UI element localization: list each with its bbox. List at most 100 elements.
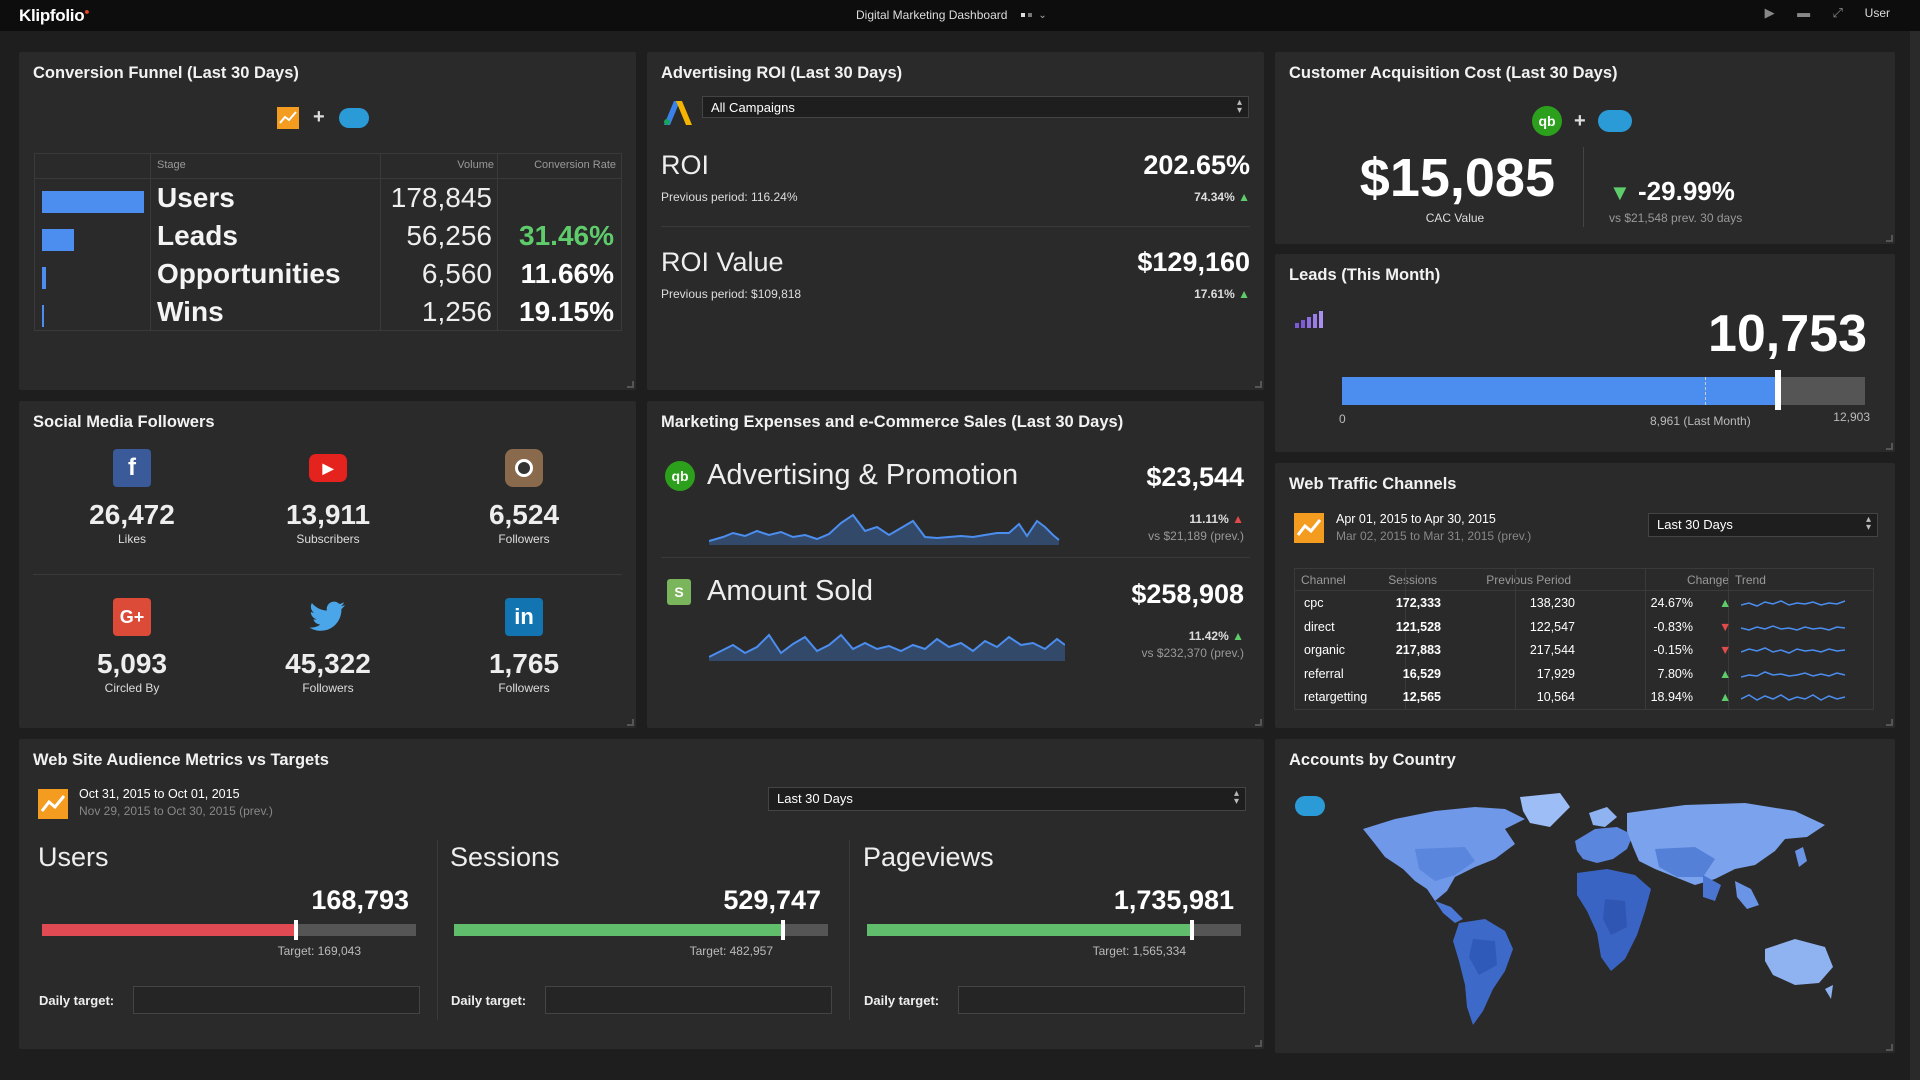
funnel-volume: 1,256: [421, 296, 492, 327]
traffic-trend-sparkline: [1741, 600, 1846, 607]
traffic-sessions: 217,883: [1395, 643, 1441, 657]
traffic-table-header: Channel Sessions Previous Period Change …: [1295, 569, 1873, 591]
traffic-table: Channel Sessions Previous Period Change …: [1294, 568, 1874, 710]
traffic-row: cpc 172,333 138,230 24.67% ▲: [1295, 592, 1873, 615]
column-header-sessions: Sessions: [1388, 573, 1437, 587]
traffic-prev-range: Mar 02, 2015 to Mar 31, 2015 (prev.): [1336, 529, 1532, 543]
salesforce-icon: [1295, 796, 1325, 816]
funnel-rate: 31.46%: [519, 220, 614, 251]
roi-value-amount: $129,160: [1137, 247, 1250, 277]
roi-value-label: ROI Value: [661, 247, 784, 277]
traffic-previous: 217,544: [1529, 643, 1575, 657]
social-label: Subscribers: [296, 532, 360, 546]
column-header-volume: Volume: [457, 159, 494, 171]
amount-sold-previous: vs $232,370 (prev.): [1141, 646, 1245, 660]
audience-progress-bar: [42, 920, 416, 940]
traffic-change: 7.80%: [1657, 666, 1693, 681]
funnel-row: Opportunities 6,560 11.66%: [35, 256, 621, 294]
traffic-sessions: 172,333: [1395, 596, 1441, 610]
panel-title: Leads (This Month): [1289, 266, 1441, 284]
social-label: Likes: [117, 532, 146, 546]
traffic-channel: referral: [1304, 666, 1344, 681]
audience-metric-label: Sessions: [450, 842, 560, 872]
plus-icon: +: [313, 106, 325, 128]
column-header-trend: Trend: [1735, 573, 1766, 587]
traffic-date-range: Apr 01, 2015 to Apr 30, 2015: [1336, 512, 1496, 526]
funnel-volume: 178,845: [390, 182, 492, 213]
audience-progress-bar: [454, 920, 828, 940]
audience-progress-bar: [867, 920, 1241, 940]
up-arrow-icon: ▲: [1238, 287, 1250, 301]
salesforce-icon: [338, 107, 369, 128]
social-item-youtube: ▶ 13,911 Subscribers: [248, 449, 408, 546]
leads-last-month-label: 8,961 (Last Month): [1650, 414, 1751, 428]
traffic-trend-sparkline: [1741, 694, 1846, 701]
traffic-change: -0.15%: [1653, 643, 1693, 657]
leads-panel: Leads (This Month) 10,753 0 8,961 (Last …: [1275, 254, 1895, 452]
traffic-change: -0.83%: [1653, 619, 1693, 634]
user-menu[interactable]: User: [1864, 6, 1890, 20]
advertising-label: Advertising & Promotion: [707, 459, 1019, 491]
panel-title: Web Site Audience Metrics vs Targets: [33, 751, 329, 769]
traffic-previous: 122,547: [1529, 619, 1575, 634]
cac-value-label: CAC Value: [1425, 211, 1485, 225]
social-followers-panel: Social Media Followers f 26,472 Likes ▶ …: [19, 401, 636, 728]
traffic-sessions: 121,528: [1395, 619, 1441, 634]
accounts-by-country-panel: Accounts by Country: [1275, 739, 1895, 1053]
dashboard-title[interactable]: Digital Marketing Dashboard ⌄: [856, 8, 1047, 22]
web-traffic-panel: Web Traffic Channels Apr 01, 2015 to Apr…: [1275, 463, 1895, 728]
audience-target: Target: 169,043: [277, 944, 361, 958]
audience-target-marker: [781, 920, 785, 940]
audience-period-select[interactable]: Last 30 Days ▴ ▾: [768, 787, 1246, 811]
traffic-change-arrow: ▲: [1719, 596, 1731, 610]
facebook-icon: f: [113, 449, 151, 487]
funnel-row: Leads 56,256 31.46%: [35, 218, 621, 256]
layout-icon[interactable]: ▬: [1797, 5, 1811, 20]
quickbooks-icon: qb: [1532, 106, 1562, 136]
audience-metric-value: 529,747: [723, 885, 821, 915]
social-value: 5,093: [96, 648, 168, 679]
traffic-period-select[interactable]: Last 30 Days ▴ ▾: [1648, 513, 1878, 537]
marketing-expenses-panel: Marketing Expenses and e-Commerce Sales …: [647, 401, 1264, 728]
up-arrow-icon: ▲: [1719, 690, 1732, 704]
funnel-volume: 6,560: [421, 258, 492, 289]
funnel-table-header: Stage Volume Conversion Rate: [35, 154, 621, 179]
dashboard-page-dots[interactable]: [1021, 13, 1033, 17]
campaign-select[interactable]: All Campaigns ▴ ▾: [702, 96, 1249, 118]
scrollbar[interactable]: [1910, 31, 1920, 1080]
traffic-trend-sparkline: [1741, 647, 1846, 654]
panel-title: Conversion Funnel (Last 30 Days): [33, 64, 299, 82]
up-arrow-icon: ▲: [1232, 512, 1244, 526]
daily-target-label: Daily target:: [864, 993, 940, 1008]
traffic-channel: retargetting: [1304, 690, 1368, 704]
play-icon[interactable]: ▶: [1764, 5, 1775, 20]
down-arrow-icon: ▼: [1719, 619, 1732, 634]
column-header-channel: Channel: [1301, 573, 1346, 587]
roi-change: 74.34% ▲: [1194, 190, 1250, 204]
advertising-previous: vs $21,189 (prev.): [1148, 529, 1244, 543]
salesforce-icon: [1597, 110, 1632, 132]
panel-title: Customer Acquisition Cost (Last 30 Days): [1289, 64, 1618, 82]
klipfolio-logo[interactable]: Klipfolio●: [19, 6, 90, 25]
roi-label: ROI: [661, 150, 710, 180]
chevron-down-icon[interactable]: ⌄: [1038, 9, 1047, 21]
traffic-previous: 10,564: [1536, 690, 1575, 704]
audience-target-marker: [1190, 920, 1194, 940]
audience-progress-fill: [454, 924, 783, 936]
traffic-change-arrow: ▲: [1719, 690, 1731, 704]
conversion-funnel-panel: Conversion Funnel (Last 30 Days) + Stage…: [19, 52, 636, 390]
daily-target-input[interactable]: [958, 986, 1245, 1014]
daily-target-input[interactable]: [133, 986, 420, 1014]
fullscreen-icon[interactable]: ⤢: [1832, 5, 1843, 20]
daily-target-input[interactable]: [545, 986, 832, 1014]
social-label: Followers: [498, 532, 550, 546]
traffic-change-arrow: ▲: [1719, 667, 1731, 681]
audience-target: Target: 1,565,334: [1092, 944, 1186, 958]
cac-value: $15,085: [1359, 148, 1555, 208]
cac-panel: Customer Acquisition Cost (Last 30 Days)…: [1275, 52, 1895, 244]
audience-progress-fill: [867, 924, 1192, 936]
leads-value: 10,753: [1707, 305, 1867, 363]
down-arrow-icon: ▼: [1609, 180, 1631, 205]
audience-target-marker: [294, 920, 298, 940]
funnel-volume: 56,256: [406, 220, 492, 251]
